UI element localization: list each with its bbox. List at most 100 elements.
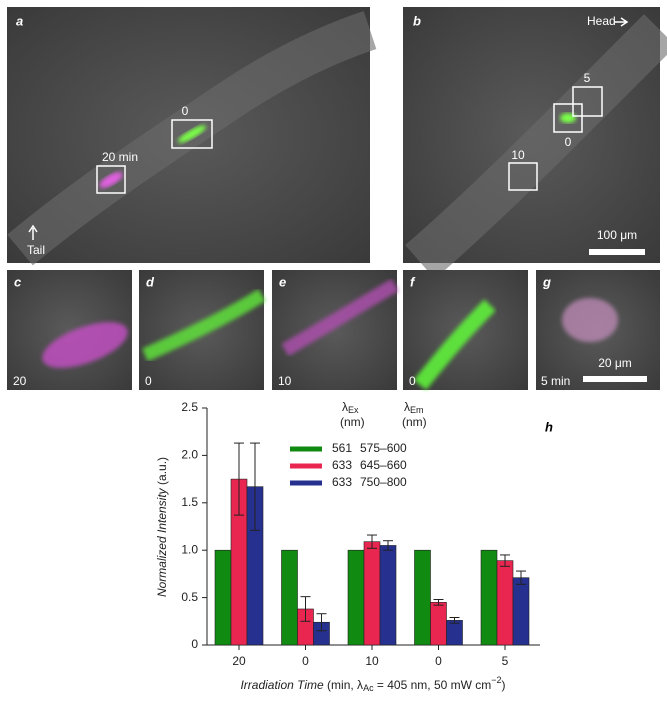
header-sub: Em: [410, 405, 424, 415]
header-sub: Ex: [348, 405, 359, 415]
error-bar: [316, 613, 327, 632]
x-label-part: (min, λ: [324, 678, 363, 692]
panel-label: d: [146, 274, 155, 289]
x-label-part: = 405 nm, 50 mW cm: [374, 678, 492, 692]
x-tick-label: 20: [232, 654, 246, 668]
x-tick-label: 10: [365, 654, 379, 668]
error-bar: [234, 442, 244, 516]
legend-emission: 750–800: [360, 475, 407, 489]
box-label: 20 min: [102, 150, 138, 164]
signal: [99, 172, 123, 188]
signal: [281, 278, 399, 357]
arrow: [614, 17, 629, 27]
panel-a: a 0 20 min Tail: [7, 7, 377, 266]
signal: [413, 299, 496, 390]
legend-excitation: 633: [332, 475, 352, 489]
panel-g: g 5 min 20 μm: [536, 270, 660, 390]
box-label: 5: [584, 71, 591, 85]
signal: [142, 289, 266, 362]
y-tick-label: 1.5: [181, 495, 198, 509]
x-label-part: ): [502, 678, 506, 692]
legend-excitation: 561: [332, 441, 352, 455]
error-bar: [433, 598, 444, 606]
roi-box: [171, 119, 213, 149]
bar: [446, 620, 463, 646]
signal: [562, 298, 618, 342]
y-tick-label: 1.0: [181, 542, 198, 556]
roi-box: [96, 165, 126, 194]
bar: [496, 560, 514, 646]
bar: [414, 549, 431, 646]
panel-c: c 20: [7, 270, 132, 390]
y-tick-label: 2.0: [181, 448, 198, 462]
legend-header: λEx: [342, 400, 359, 415]
error-bar: [300, 596, 311, 622]
y-axis-label: Normalized Intensity (a.u.): [155, 457, 169, 597]
legend-header-unit: (nm): [402, 415, 427, 429]
panel-label: a: [16, 13, 23, 28]
panel-b: b Head 5 0 10 100 μm: [403, 7, 667, 280]
legend-emission: 645–660: [360, 458, 407, 472]
panel-e: e 10: [272, 270, 399, 390]
x-tick-label: 0: [302, 654, 309, 668]
y-label-part: (a.u.): [155, 457, 169, 488]
panel-d: d 0: [139, 270, 266, 390]
signal: [560, 113, 576, 123]
scale-label: 20 μm: [598, 356, 632, 370]
legend-header-unit: (nm): [340, 415, 365, 429]
x-axis-label: Irradiation Time (min, λAc = 405 nm, 50 …: [240, 675, 505, 693]
bar: [379, 545, 397, 646]
bar: [214, 549, 232, 646]
panel-label: e: [279, 274, 286, 289]
x-tick-label: 0: [435, 654, 442, 668]
time-label: 10: [278, 374, 292, 388]
box-label: 10: [511, 148, 525, 162]
bar: [281, 549, 298, 646]
signal: [42, 322, 128, 368]
signal: [178, 125, 206, 143]
direction-label: Tail: [27, 243, 45, 257]
time-label: 0: [145, 374, 152, 388]
panel-f: f 0: [403, 270, 528, 390]
error-bar: [367, 534, 377, 549]
arrow: [28, 224, 38, 240]
box-label: 0: [182, 104, 189, 118]
y-tick-label: 2.5: [181, 400, 198, 414]
y-tick-label: 0.5: [181, 590, 198, 604]
panel-label: b: [413, 13, 421, 28]
error-bar: [516, 570, 526, 585]
direction-label: Head: [587, 14, 616, 28]
time-label: 0: [409, 374, 416, 388]
legend-emission: 575–600: [360, 441, 407, 455]
legend-header: λEm: [404, 400, 424, 415]
bar: [363, 541, 381, 646]
bar: [512, 577, 530, 646]
legend-excitation: 633: [332, 458, 352, 472]
x-label-part: Irradiation Time: [240, 678, 324, 692]
header-symbol: λ: [342, 400, 348, 414]
error-bar: [500, 554, 510, 567]
x-label-part: Ac: [363, 683, 374, 693]
panel-label: f: [410, 274, 416, 289]
roi-box: [572, 86, 603, 117]
worm-body: [7, 11, 377, 266]
time-label: 20: [13, 374, 27, 388]
roi-box: [508, 162, 538, 191]
scale-label: 100 μm: [597, 228, 637, 242]
error-bar: [383, 540, 393, 551]
x-tick-label: 5: [502, 654, 509, 668]
y-tick-label: 0: [191, 637, 198, 651]
bar: [347, 549, 365, 646]
x-label-part: −2: [491, 675, 501, 685]
time-label: 5 min: [541, 374, 570, 388]
panel-label: h: [545, 419, 553, 434]
scale-bar: [589, 249, 645, 255]
panel-label: c: [14, 274, 22, 289]
bar: [430, 602, 447, 646]
worm-body: [405, 14, 667, 280]
roi-box: [553, 103, 583, 133]
bar: [480, 549, 498, 646]
y-label-part: Normalized Intensity: [155, 487, 169, 597]
error-bar: [250, 442, 260, 531]
